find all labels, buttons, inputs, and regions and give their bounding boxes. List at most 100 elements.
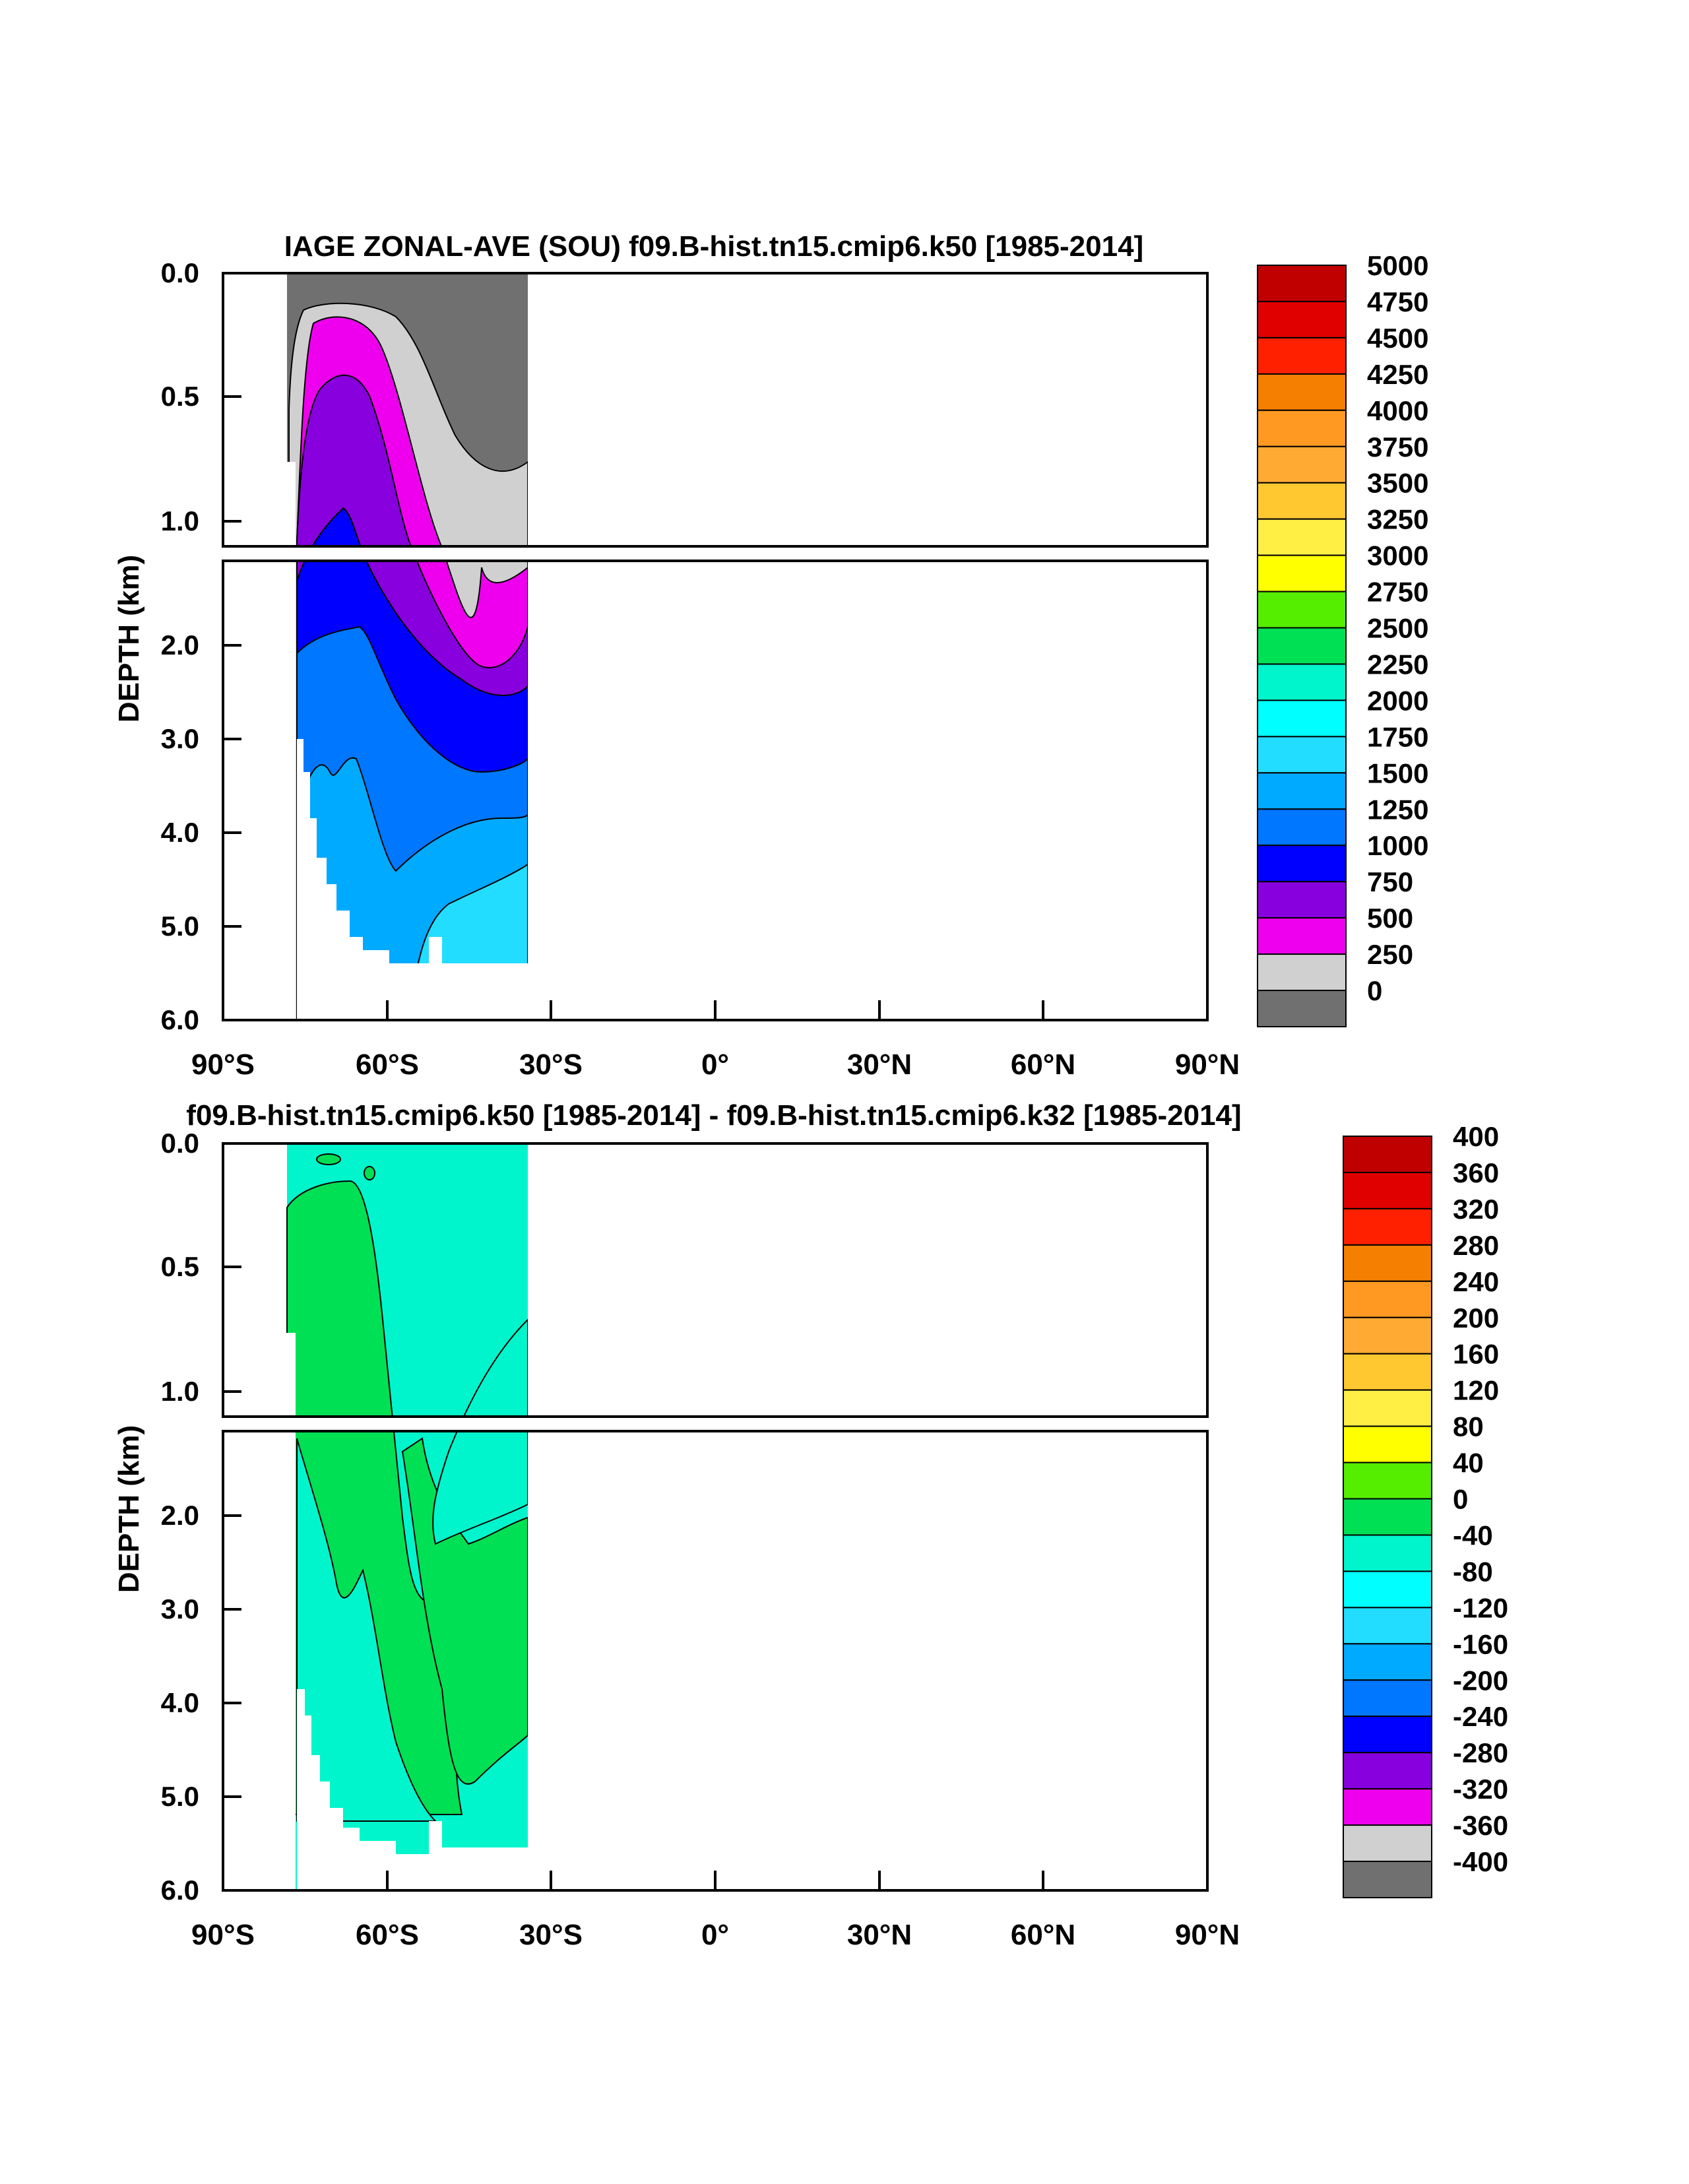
colorbar-label: 400 [1453,1121,1499,1152]
y-axis-label: DEPTH (km) [113,555,145,723]
colorbar-label: 500 [1367,903,1413,934]
colorbar-label: 200 [1453,1302,1499,1333]
colorbar-label: 2750 [1367,577,1428,608]
colorbar-label: -200 [1453,1665,1508,1696]
panel-iage-field [223,273,1207,1020]
colorbar-label: 1000 [1367,830,1428,861]
colorbar-swatch [1257,808,1347,847]
colorbar-swatch [1343,1534,1432,1572]
colorbar-swatch [1257,627,1347,665]
colorbar-swatch [1257,518,1347,556]
colorbar-swatch [1343,1570,1432,1609]
y-tick-label: 5.0 [161,1781,199,1812]
y-tick-label: 5.0 [161,911,199,942]
iage-seafloor-mask [223,273,1207,1020]
colorbar-label: -240 [1453,1701,1508,1732]
colorbar-swatch [1257,409,1347,447]
colorbar-swatch [1257,554,1347,593]
diff-surface-blob [364,1166,375,1180]
colorbar-swatch [1343,1643,1432,1681]
x-tick-label: 0° [701,1048,729,1081]
y-axis-label: DEPTH (km) [113,1425,145,1593]
colorbar-swatch [1343,1461,1432,1500]
panel-diff: f09.B-hist.tn15.cmip6.k50 [1985-2014] - … [113,1099,1508,1951]
panel-iage-frame-upper [222,272,1209,548]
panel-diff-y-axis [223,1142,241,1892]
panel-iage-x-axis [386,1000,1044,1020]
colorbar-label: 1250 [1367,794,1428,825]
colorbar-label: 240 [1453,1266,1499,1297]
colorbar-swatch [1343,1316,1432,1355]
y-tick-label: 0.0 [161,1128,199,1159]
colorbar-label: 0 [1367,975,1382,1006]
colorbar-label: 0 [1453,1484,1468,1515]
panel-iage-colorbar: 5000475045004250400037503500325030002750… [1257,250,1428,1027]
colorbar-swatch [1343,1824,1432,1863]
colorbar-swatch [1343,1788,1432,1826]
colorbar-label: 4250 [1367,359,1428,390]
colorbar-swatch [1257,265,1347,302]
x-tick-label: 90°S [191,1048,255,1081]
colorbar-label: 320 [1453,1194,1499,1225]
colorbar-label: -280 [1453,1737,1508,1768]
colorbar-swatch [1343,1679,1432,1718]
y-tick-label: 1.0 [161,505,199,536]
colorbar-label: 160 [1453,1339,1499,1370]
colorbar-label: -400 [1453,1846,1508,1877]
y-tick-label: 6.0 [161,1875,199,1906]
colorbar-swatch [1257,736,1347,774]
panel-iage-title: IAGE ZONAL-AVE (SOU) f09.B-hist.tn15.cmi… [284,230,1143,263]
colorbar-swatch [1257,953,1347,992]
colorbar-label: 3500 [1367,468,1428,499]
colorbar-swatch [1257,373,1347,411]
colorbar-label: 1500 [1367,757,1428,788]
x-tick-label: 90°N [1175,1048,1240,1081]
colorbar-label: 80 [1453,1411,1484,1442]
colorbar-swatch [1257,482,1347,520]
colorbar-swatch [1343,1171,1432,1209]
y-tick-label: 0.0 [161,257,199,288]
colorbar-label: 3250 [1367,504,1428,535]
diff-seafloor-mask [223,1143,1207,1890]
colorbar-swatch [1343,1244,1432,1282]
y-tick-label: 4.0 [161,817,199,848]
y-tick-label: 0.5 [161,1251,199,1282]
colorbar-swatch [1257,300,1347,338]
x-tick-label: 30°S [519,1048,583,1081]
y-tick-label: 3.0 [161,1593,199,1624]
colorbar-swatch [1343,1716,1432,1754]
panel-iage: IAGE ZONAL-AVE (SOU) f09.B-hist.tn15.cmi… [113,230,1428,1081]
colorbar-swatch [1257,990,1347,1027]
panel-diff-field [223,1143,1207,1890]
colorbar-label: 3000 [1367,540,1428,571]
panel-diff-colorbar: 40036032028024020016012080400-40-80-120-… [1343,1121,1508,1898]
colorbar-swatch [1257,917,1347,955]
colorbar-label: -120 [1453,1592,1508,1623]
colorbar-label: -320 [1453,1774,1508,1805]
colorbar-label: 4500 [1367,323,1428,354]
x-tick-label: 90°S [191,1919,255,1951]
colorbar-swatch [1343,1136,1432,1173]
x-tick-label: 30°N [847,1919,912,1951]
colorbar-label: 1750 [1367,721,1428,752]
x-tick-label: 60°N [1011,1919,1075,1951]
colorbar-label: -40 [1453,1520,1493,1551]
colorbar-swatch [1343,1607,1432,1645]
colorbar-label: 360 [1453,1157,1499,1188]
colorbar-label: -80 [1453,1556,1493,1587]
y-tick-label: 6.0 [161,1004,199,1035]
colorbar-swatch [1343,1280,1432,1318]
colorbar-swatch [1343,1353,1432,1391]
x-tick-label: 30°N [847,1048,912,1081]
diff-band-neg40-lower [296,1438,437,1822]
panel-iage-y-axis [223,272,241,1021]
colorbar-label: 2250 [1367,649,1428,680]
colorbar-label: 2500 [1367,613,1428,644]
y-tick-label: 0.5 [161,381,199,412]
panel-diff-x-axis [386,1871,1044,1890]
colorbar-swatch [1257,445,1347,484]
colorbar-swatch [1257,772,1347,810]
y-tick-label: 2.0 [161,629,199,660]
colorbar-label: 120 [1453,1375,1499,1406]
